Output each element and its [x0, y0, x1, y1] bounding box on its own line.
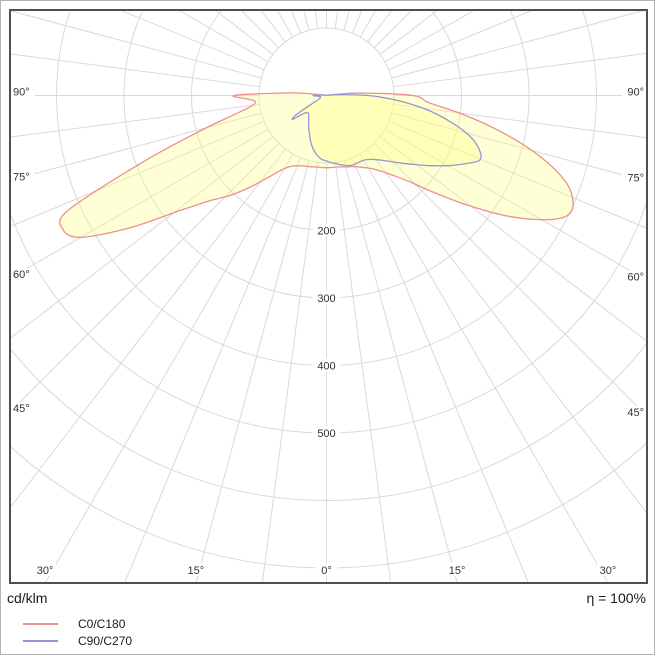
grid-spoke	[393, 103, 647, 139]
grid-spoke	[10, 136, 274, 339]
angle-label-bg	[446, 563, 469, 576]
curve-c90-c270	[291, 94, 482, 167]
grid-spoke	[10, 103, 260, 138]
legend-label-c0-c180: C0/C180	[78, 616, 126, 631]
grid-spoke	[388, 10, 535, 71]
angle-label-bg	[622, 85, 646, 99]
angle-tick-label: 0°	[321, 565, 332, 577]
grid-spoke	[393, 52, 647, 88]
angle-tick-label: 60°	[627, 272, 644, 284]
c0-c180-line-swatch	[23, 622, 58, 625]
grid-ring	[10, 342, 647, 501]
grid-spoke	[384, 128, 647, 282]
grid-ring	[10, 441, 647, 569]
legend: C0/C180 C90/C270	[23, 615, 132, 649]
angle-label-bg	[11, 85, 35, 99]
angle-label-bg	[184, 563, 207, 576]
grid-spoke	[334, 162, 392, 583]
radial-label-bg	[312, 223, 341, 237]
grid-spoke	[384, 10, 476, 63]
grid-spoke	[290, 10, 302, 34]
grid-spoke	[10, 148, 286, 509]
grid-spoke	[388, 120, 647, 229]
grid-spoke	[391, 10, 647, 79]
grid-spoke	[10, 112, 262, 181]
grid-spoke	[373, 10, 413, 49]
legend-item-c90-c270: C90/C270	[23, 632, 132, 649]
grid-spoke	[44, 153, 294, 583]
angle-tick-label: 75°	[13, 171, 30, 183]
plot-border	[9, 9, 648, 584]
angle-label-bg	[622, 171, 646, 185]
angle-tick-label: 45°	[13, 403, 30, 415]
radial-label-bg	[312, 291, 341, 304]
grid-spoke	[359, 153, 609, 583]
grid-spoke	[10, 128, 269, 279]
grid-spoke	[124, 157, 302, 583]
angle-tick-label: 15°	[188, 565, 205, 577]
grid-spoke	[351, 157, 529, 583]
grid-spoke	[261, 162, 319, 583]
grid-spoke	[379, 136, 647, 343]
curve-c0-c180	[58, 92, 574, 238]
angle-label-bg	[34, 563, 57, 576]
radial-tick-label: 200	[317, 226, 335, 238]
angle-tick-label: 90°	[13, 87, 30, 99]
angle-label-bg	[11, 170, 35, 184]
angle-label-bg	[622, 270, 646, 284]
angle-label-bg	[11, 402, 35, 415]
grid-spoke	[343, 10, 350, 31]
grid-spoke	[276, 10, 294, 38]
angle-tick-label: 90°	[627, 87, 644, 99]
radial-label-bg	[312, 426, 341, 439]
angle-tick-label: 45°	[627, 407, 644, 419]
angle-tick-label: 75°	[627, 172, 644, 184]
angle-tick-label: 30°	[600, 565, 617, 577]
units-label: cd/klm	[7, 590, 48, 606]
grid-spoke	[10, 120, 265, 228]
legend-item-c0-c180: C0/C180	[23, 615, 132, 632]
grid-spoke	[10, 53, 260, 88]
grid-spoke	[367, 148, 647, 515]
grid-spoke	[10, 10, 262, 79]
angle-label-bg	[596, 563, 619, 576]
grid-spoke	[260, 10, 286, 43]
angle-tick-label: 15°	[449, 565, 466, 577]
angle-label-bg	[315, 563, 338, 576]
radial-label-bg	[312, 358, 341, 372]
radial-tick-label: 500	[317, 428, 335, 440]
angle-tick-label: 60°	[13, 269, 30, 281]
legend-label-c90-c270: C90/C270	[78, 633, 133, 648]
grid-spoke	[373, 142, 647, 417]
grid-spoke	[367, 10, 393, 43]
grid-spoke	[240, 10, 280, 49]
grid-spoke	[195, 160, 310, 583]
grid-spoke	[359, 10, 377, 38]
c90-c270-line-swatch	[23, 639, 58, 642]
radial-tick-label: 400	[317, 361, 335, 373]
grid-spoke	[303, 10, 310, 31]
grid-spoke	[118, 10, 265, 71]
grid-spoke	[343, 160, 458, 583]
angle-tick-label: 30°	[37, 565, 54, 577]
angle-label-bg	[11, 268, 35, 282]
grid-spoke	[177, 10, 269, 63]
angle-label-bg	[622, 406, 646, 419]
efficiency-label: η = 100%	[586, 590, 646, 606]
grid-spoke	[10, 142, 280, 413]
grid-spoke	[214, 10, 274, 55]
grid-spoke	[351, 10, 363, 34]
radial-tick-label: 300	[317, 293, 335, 305]
